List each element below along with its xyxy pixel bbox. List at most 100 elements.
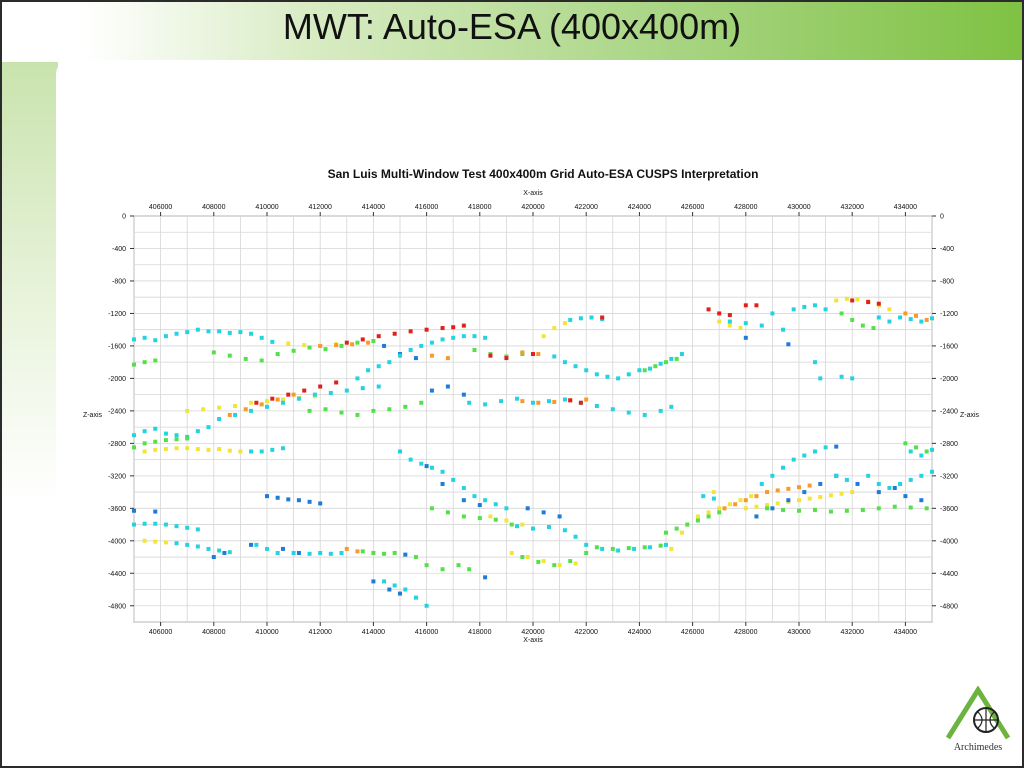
data-point: [254, 542, 259, 547]
data-point: [440, 326, 445, 331]
data-point: [440, 469, 445, 474]
data-point: [876, 506, 881, 511]
x-tick-label-top: 428000: [734, 204, 757, 211]
data-point: [504, 506, 509, 511]
data-point: [743, 303, 748, 308]
data-point: [892, 504, 897, 509]
data-point: [142, 335, 147, 340]
data-point: [456, 563, 461, 568]
y-tick-label-left: -2000: [108, 376, 126, 383]
data-point: [924, 506, 929, 511]
data-point: [382, 551, 387, 556]
y-tick-label-right: -2000: [940, 376, 958, 383]
data-point: [791, 307, 796, 312]
data-point: [578, 400, 583, 405]
data-point: [195, 544, 200, 549]
data-point: [536, 352, 541, 357]
data-point: [908, 505, 913, 510]
data-point: [600, 315, 605, 320]
data-point: [930, 469, 934, 474]
data-point: [653, 364, 658, 369]
data-point: [440, 567, 445, 572]
data-point: [802, 453, 807, 458]
data-point: [552, 354, 557, 359]
data-point: [914, 445, 919, 450]
data-point: [286, 341, 291, 346]
data-point: [765, 503, 770, 508]
data-point: [775, 488, 780, 493]
data-point: [302, 388, 307, 393]
x-tick-label-bottom: 426000: [681, 629, 704, 636]
data-point: [754, 504, 759, 509]
data-point: [355, 549, 360, 554]
data-point: [493, 502, 498, 507]
data-point: [578, 316, 583, 321]
data-point: [866, 300, 871, 305]
data-point: [860, 323, 865, 328]
data-point: [733, 502, 738, 507]
data-point: [142, 538, 147, 543]
data-point: [461, 323, 466, 328]
data-point: [706, 307, 711, 312]
data-point: [307, 345, 312, 350]
x-tick-label-top: 432000: [841, 204, 864, 211]
x-tick-label-bottom: 406000: [149, 629, 172, 636]
data-point: [403, 587, 408, 592]
data-point: [142, 521, 147, 526]
data-point: [695, 514, 700, 519]
data-point: [584, 550, 589, 555]
data-point: [626, 546, 631, 551]
data-point: [876, 490, 881, 495]
data-point: [610, 407, 615, 412]
data-point: [541, 334, 546, 339]
x-tick-label-bottom: 422000: [575, 629, 598, 636]
data-point: [738, 326, 743, 331]
data-point: [626, 372, 631, 377]
data-point: [366, 368, 371, 373]
data-point: [339, 550, 344, 555]
data-point: [387, 587, 392, 592]
data-point: [286, 392, 291, 397]
data-point: [812, 303, 817, 308]
data-point: [195, 429, 200, 434]
data-point: [376, 334, 381, 339]
data-point: [217, 417, 222, 421]
y-tick-label-left: -4800: [108, 603, 126, 610]
x-tick-label-bottom: 416000: [415, 629, 438, 636]
data-point: [722, 506, 727, 511]
data-point: [339, 343, 344, 348]
data-point: [770, 473, 775, 478]
data-point: [509, 550, 514, 555]
data-point: [163, 447, 168, 452]
x-tick-label-top: 426000: [681, 204, 704, 211]
y-tick-label-right: -2400: [940, 408, 958, 415]
data-point: [275, 495, 280, 500]
data-point: [600, 546, 605, 551]
data-point: [632, 546, 637, 551]
data-point: [743, 321, 748, 326]
data-point: [249, 408, 254, 413]
data-point: [227, 448, 232, 453]
data-point: [749, 494, 754, 499]
data-point: [174, 331, 179, 336]
data-point: [153, 521, 158, 526]
data-point: [419, 343, 424, 348]
slide-title: MWT: Auto-ESA (400x400m): [282, 6, 742, 47]
data-point: [424, 327, 429, 332]
data-point: [243, 407, 248, 412]
data-point: [908, 449, 913, 454]
data-point: [398, 353, 402, 358]
y-tick-label-left: -2800: [108, 441, 126, 448]
data-point: [142, 360, 147, 365]
data-point: [328, 551, 333, 556]
data-point: [483, 335, 488, 340]
data-point: [275, 352, 280, 357]
x-tick-label-top: 430000: [787, 204, 810, 211]
data-point: [541, 510, 546, 515]
data-point: [871, 326, 876, 331]
x-tick-label-top: 416000: [415, 204, 438, 211]
data-point: [765, 506, 770, 511]
data-point: [520, 555, 525, 560]
data-point: [382, 579, 387, 584]
y-tick-label-left: -1200: [108, 311, 126, 318]
